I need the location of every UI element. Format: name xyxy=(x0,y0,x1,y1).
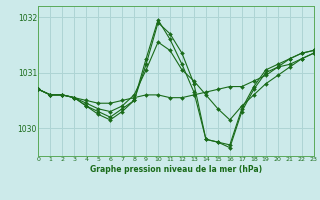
X-axis label: Graphe pression niveau de la mer (hPa): Graphe pression niveau de la mer (hPa) xyxy=(90,165,262,174)
